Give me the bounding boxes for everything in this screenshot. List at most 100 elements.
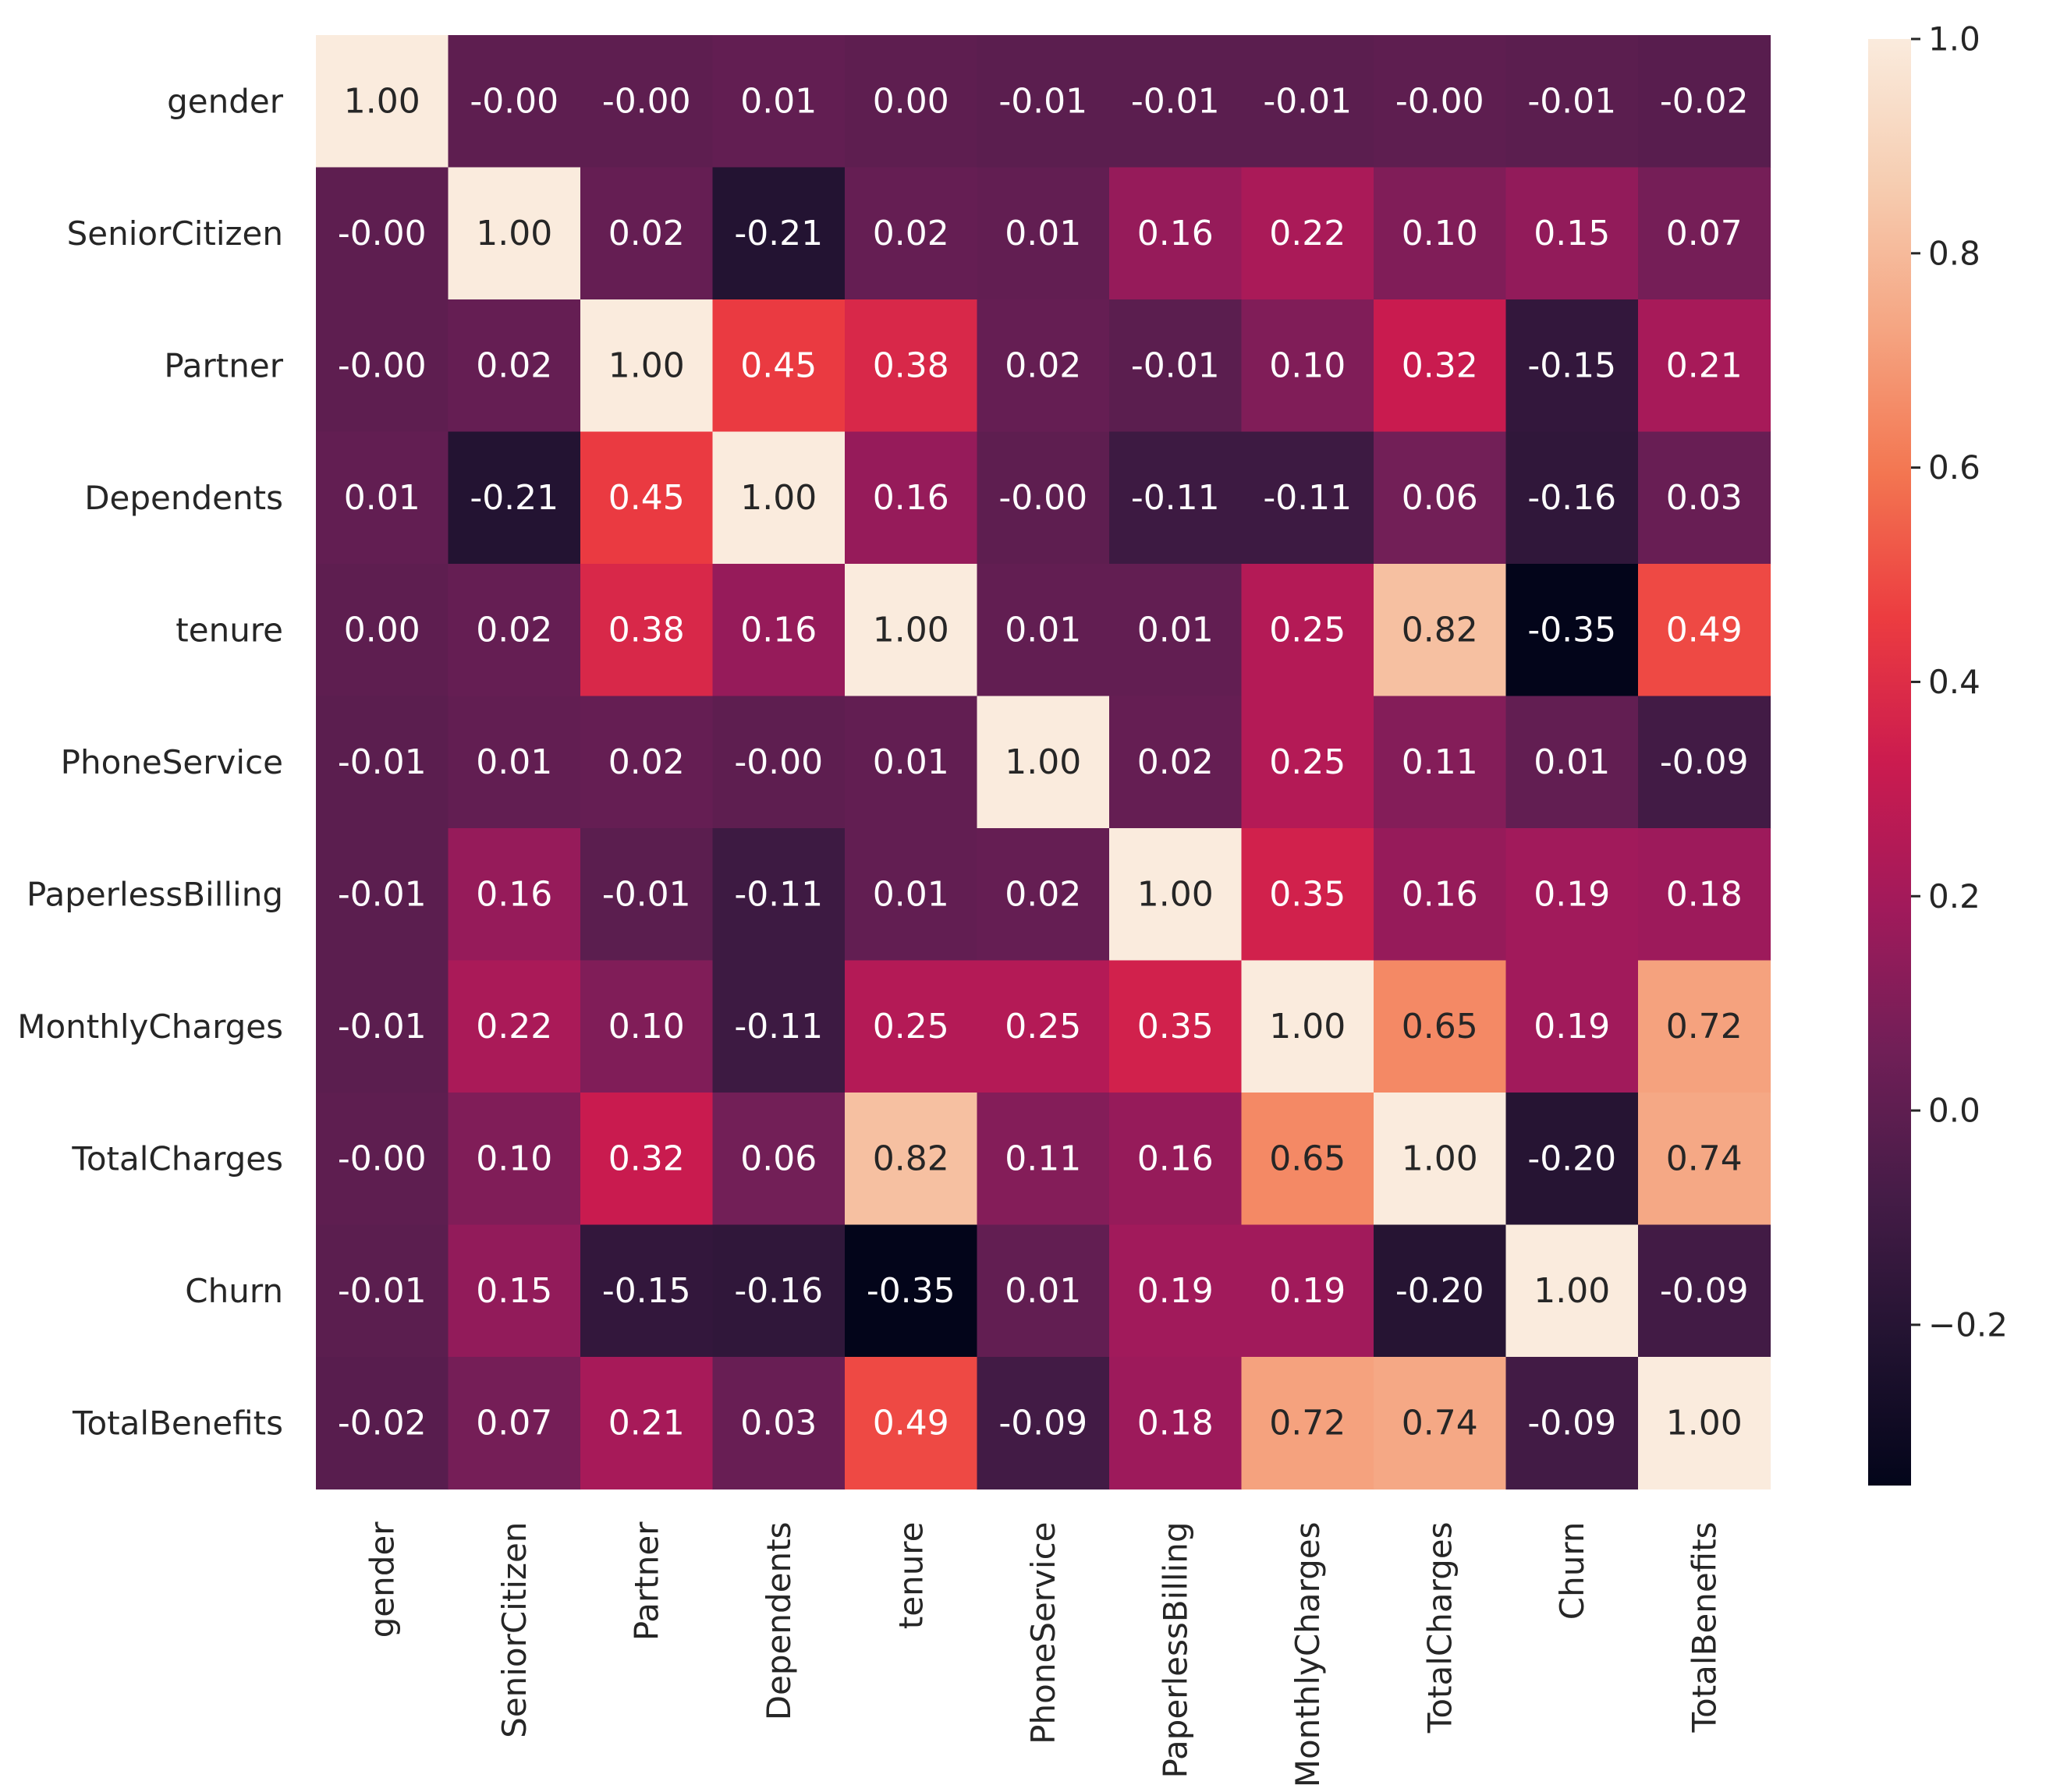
y-tick-label: Churn [185,1272,283,1310]
heatmap-cell [316,960,449,1093]
heatmap-cell [580,696,714,829]
cell-value-label: -0.00 [734,742,823,782]
heatmap-cell [316,696,449,829]
heatmap-cell [1109,1224,1243,1358]
cell-value-label: 0.21 [608,1403,685,1443]
cell-value-label: 0.01 [873,874,949,914]
colorbar-tick-label: 1.0 [1928,20,1980,58]
heatmap-cell [1241,828,1374,962]
cell-value-label: 0.07 [1666,214,1743,253]
cell-value-label: 0.19 [1269,1271,1346,1311]
heatmap-cell [845,696,978,829]
heatmap-cell [316,828,449,962]
cell-value-label: -0.11 [1131,478,1220,518]
cell-value-label: 0.49 [1666,610,1743,650]
heatmap-cell [316,1093,449,1226]
cell-value-label: -0.01 [1131,345,1220,385]
heatmap-cell [1109,564,1243,697]
cell-value-label: 0.82 [1402,610,1478,650]
cell-value-label: -0.15 [1527,345,1616,385]
x-tick-label: Dependents [760,1522,798,1721]
heatmap-cell [1241,564,1374,697]
heatmap-cell [1638,1224,1771,1358]
heatmap-cell [1374,1093,1507,1226]
cell-value-label: 0.11 [1005,1139,1081,1178]
heatmap-cell [580,431,714,565]
heatmap-cell [580,960,714,1093]
heatmap-cell [1505,696,1639,829]
x-tick-label: tenure [892,1522,930,1630]
heatmap-cell [845,431,978,565]
cell-value-label: -0.11 [734,1007,823,1047]
cell-value-label: 0.03 [740,1403,817,1443]
cell-value-label: 0.02 [608,742,685,782]
x-tick-label: gender [363,1521,401,1638]
heatmap-cell [1505,35,1639,168]
heatmap-cell [1241,299,1374,433]
cell-value-label: 0.16 [1137,1139,1214,1178]
cell-value-label: -0.01 [338,874,427,914]
x-tick-label: MonthlyCharges [1289,1522,1327,1788]
cell-value-label: 0.18 [1137,1403,1214,1443]
cell-value-label: 0.16 [1402,874,1478,914]
cell-value-label: 0.35 [1269,874,1346,914]
cell-value-label: -0.01 [1527,81,1616,121]
cell-value-label: -0.11 [734,874,823,914]
cell-value-label: 0.25 [1269,742,1346,782]
cell-value-label: 0.10 [476,1139,552,1178]
heatmap-cell [1374,696,1507,829]
cell-value-label: 0.01 [476,742,552,782]
cell-value-label: -0.35 [867,1271,956,1311]
heatmap-cell [580,1224,714,1358]
cell-value-label: -0.15 [602,1271,691,1311]
heatmap-cell [1374,960,1507,1093]
heatmap-cell [1241,960,1374,1093]
cell-value-label: 0.01 [1137,610,1214,650]
cell-value-label: -0.02 [338,1403,427,1443]
cell-value-label: 0.65 [1269,1139,1346,1178]
heatmap-cell [448,960,581,1093]
colorbar-tick-label: 0.6 [1928,448,1980,487]
cell-value-label: -0.01 [338,1271,427,1311]
cell-value-label: 0.82 [873,1139,949,1178]
cell-value-label: 0.02 [1005,874,1081,914]
heatmap-cell [1638,299,1771,433]
heatmap-cell [977,1093,1110,1226]
cell-value-label: 0.02 [476,610,552,650]
heatmap-cell [1505,1357,1639,1490]
heatmap-cell [712,828,846,962]
heatmap-cell [448,696,581,829]
heatmap-cell [1505,564,1639,697]
colorbar: −0.2 0.0 0.2 0.4 0.6 0.8 1.0 [1868,20,2008,1486]
cell-value-label: -0.09 [998,1403,1087,1443]
heatmap-cell [845,167,978,300]
heatmap-cell [977,299,1110,433]
heatmap-cell [316,35,449,168]
heatmap-cell [845,35,978,168]
heatmap-cell [580,1093,714,1226]
heatmap-cell [1638,696,1771,829]
heatmap-cell [580,299,714,433]
cell-value-label: 0.10 [1402,214,1478,253]
heatmap-cell [1374,431,1507,565]
cell-value-label: 0.72 [1666,1007,1743,1047]
heatmap-cell [1109,35,1243,168]
y-tick-label: TotalBenefits [72,1404,283,1442]
cell-value-label: -0.01 [338,1007,427,1047]
heatmap-cell [1638,1093,1771,1226]
heatmap-cell [1109,167,1243,300]
cell-value-label: 1.00 [608,345,685,385]
cell-value-label: 0.21 [1666,345,1743,385]
cell-value-label: 0.02 [608,214,685,253]
cell-value-label: 0.02 [476,345,552,385]
cell-value-label: 0.15 [1534,214,1610,253]
colorbar-tick-label: 0.2 [1928,877,1980,915]
x-tick-label: TotalCharges [1420,1522,1459,1734]
cell-value-label: -0.20 [1527,1139,1616,1178]
heatmap-cell [1638,431,1771,565]
heatmap-cell [977,828,1110,962]
heatmap-cell [580,564,714,697]
heatmap-cell [977,167,1110,300]
heatmap-cell [316,564,449,697]
